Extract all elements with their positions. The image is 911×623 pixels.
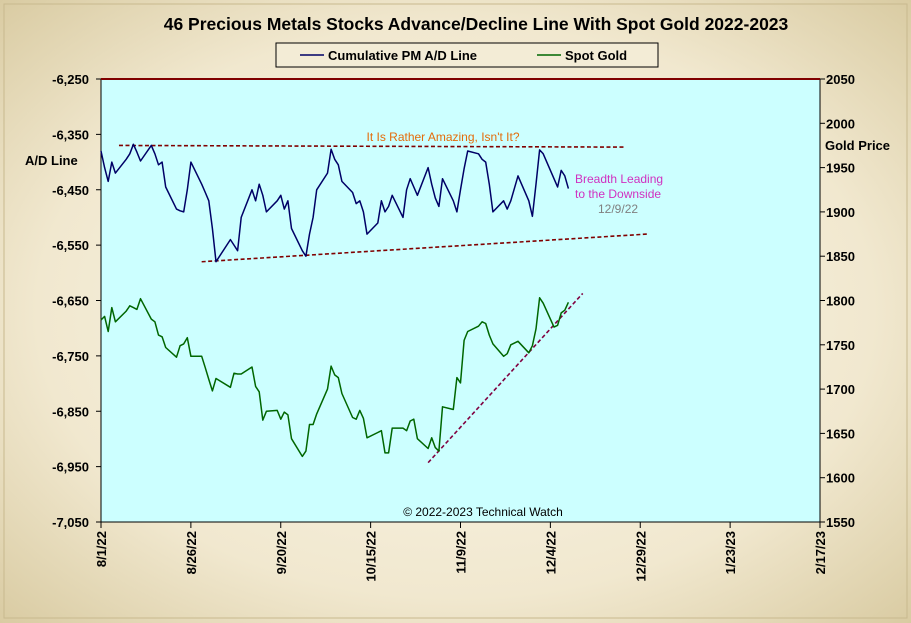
annotation-date: 12/9/22	[598, 202, 638, 216]
left-tick-label: -6,350	[52, 127, 89, 142]
left-tick-label: -6,450	[52, 183, 89, 198]
series-lines	[100, 143, 570, 458]
left-tick-label: -6,650	[52, 294, 89, 309]
right-tick-label: 1700	[826, 382, 855, 397]
right-tick-label: 1850	[826, 249, 855, 264]
left-tick-label: -6,850	[52, 404, 89, 419]
left-tick-label: -7,050	[52, 515, 89, 530]
x-axis-ticks: 8/1/22 8/26/22 9/20/22 10/15/22 11/9/22 12/4/…	[94, 522, 828, 582]
x-tick-label: 8/26/22	[184, 531, 199, 574]
x-tick-label: 10/15/22	[364, 531, 379, 582]
legend: Cumulative PM A/D Line Spot Gold	[275, 42, 659, 68]
right-tick-label: 1900	[826, 205, 855, 220]
right-tick-label: 1750	[826, 338, 855, 353]
legend-label-ad-line: Cumulative PM A/D Line	[328, 48, 477, 63]
annotations: It Is Rather Amazing, Isn't It? Breadth …	[366, 130, 663, 519]
left-tick-label: -6,950	[52, 460, 89, 475]
right-axis-ticks: 2050 2000 1950 1900 1850 1800 1750 1700 1650 1600…	[820, 72, 855, 530]
annotation-breadth-1: Breadth Leading	[575, 172, 663, 186]
legend-box	[275, 42, 659, 68]
right-axis-label: Gold Price	[825, 138, 890, 153]
annotation-amazing: It Is Rather Amazing, Isn't It?	[366, 130, 519, 144]
left-axis-label: A/D Line	[25, 153, 78, 168]
plot-area	[100, 78, 821, 523]
trendline	[427, 292, 584, 464]
x-tick-label: 11/9/22	[454, 531, 469, 574]
copyright: © 2022-2023 Technical Watch	[403, 505, 563, 519]
right-tick-label: 2050	[826, 72, 855, 87]
annotation-breadth-2: to the Downside	[575, 187, 661, 201]
x-tick-label: 8/1/22	[94, 531, 109, 567]
left-tick-label: -6,250	[52, 72, 89, 87]
x-tick-label: 12/4/22	[543, 531, 558, 574]
x-tick-label: 12/29/22	[633, 531, 648, 582]
ad-line-series	[100, 143, 570, 263]
x-tick-label: 9/20/22	[274, 531, 289, 574]
right-tick-label: 1650	[826, 426, 855, 441]
right-tick-label: 1550	[826, 515, 855, 530]
chart-title: 46 Precious Metals Stocks Advance/Declin…	[164, 14, 789, 34]
x-tick-label: 2/17/23	[813, 531, 828, 574]
right-tick-label: 1800	[826, 294, 855, 309]
right-tick-label: 1950	[826, 161, 855, 176]
x-tick-label: 1/23/23	[723, 531, 738, 574]
left-tick-label: -6,550	[52, 238, 89, 253]
legend-label-spot-gold: Spot Gold	[565, 48, 627, 63]
trendline	[201, 233, 648, 263]
spot-gold-series	[100, 297, 570, 458]
right-tick-label: 1600	[826, 471, 855, 486]
chart-border	[3, 3, 908, 619]
right-tick-label: 2000	[826, 116, 855, 131]
left-axis-ticks: -6,250 -6,350 -6,450 -6,550 -6,650 -6,750 -6,8…	[52, 72, 101, 530]
trendlines	[118, 144, 648, 464]
left-tick-label: -6,750	[52, 349, 89, 364]
